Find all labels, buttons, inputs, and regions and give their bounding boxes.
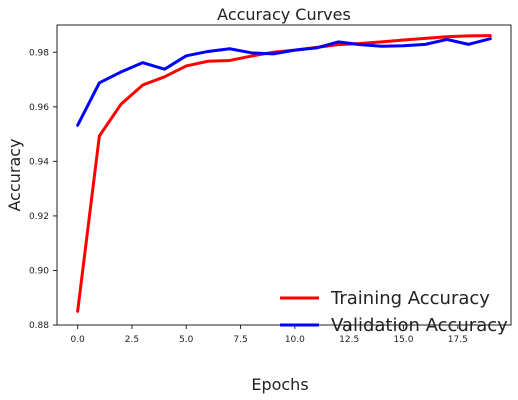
y-tick-label: 0.88 bbox=[29, 321, 49, 331]
series-layer bbox=[76, 34, 492, 313]
y-tick-label: 0.94 bbox=[29, 157, 49, 167]
legend: Training Accuracy Validation Accuracy bbox=[280, 288, 508, 336]
x-tick-label: 12.5 bbox=[339, 335, 359, 345]
y-axis-ticks: 0.88 0.90 0.92 0.94 0.96 0.98 bbox=[29, 48, 57, 331]
x-axis-label: Epochs bbox=[251, 375, 308, 394]
y-tick-label: 0.90 bbox=[29, 266, 49, 276]
x-tick-label: 10.0 bbox=[285, 335, 305, 345]
y-tick-label: 0.92 bbox=[29, 212, 49, 222]
x-tick-label: 2.5 bbox=[125, 335, 139, 345]
x-axis-ticks: 0.0 2.5 5.0 7.5 10.0 12.5 15.0 17.5 bbox=[70, 325, 468, 345]
plot-area-frame bbox=[56, 24, 512, 326]
chart-title: Accuracy Curves bbox=[217, 5, 351, 24]
x-tick-label: 15.0 bbox=[393, 335, 413, 345]
y-axis-label: Accuracy bbox=[5, 138, 24, 211]
x-tick-label: 17.5 bbox=[448, 335, 468, 345]
x-tick-label: 7.5 bbox=[233, 335, 247, 345]
x-tick-label: 0.0 bbox=[70, 335, 85, 345]
y-tick-label: 0.96 bbox=[29, 103, 49, 113]
legend-label: Validation Accuracy bbox=[331, 315, 508, 336]
legend-label: Training Accuracy bbox=[330, 288, 490, 309]
series-line-validation-accuracy bbox=[76, 37, 492, 127]
y-tick-label: 0.98 bbox=[29, 48, 49, 58]
x-tick-label: 5.0 bbox=[179, 335, 194, 345]
